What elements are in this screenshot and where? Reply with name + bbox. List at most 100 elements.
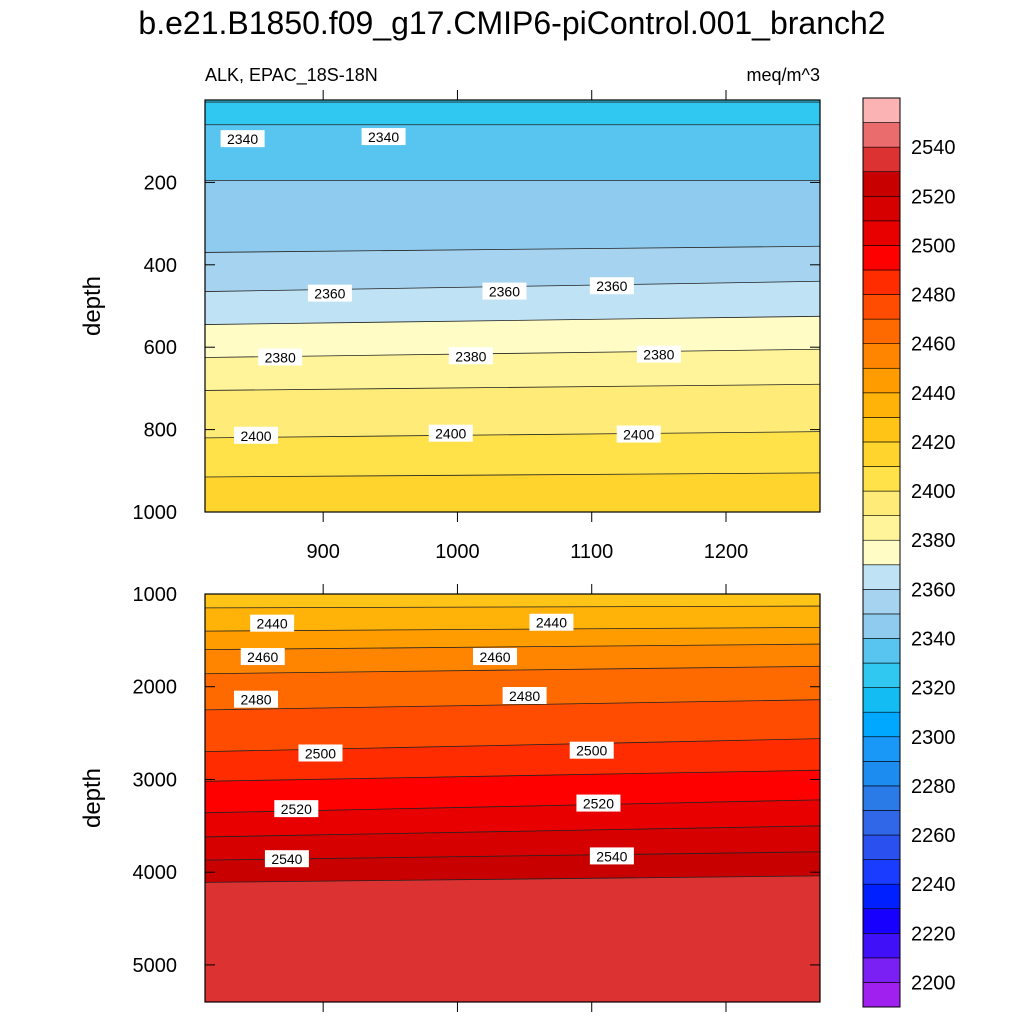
lower-contour-label-box (234, 690, 279, 708)
upper-contour-label: 2380 (265, 350, 296, 366)
lower-contour-label: 2480 (240, 692, 271, 708)
lower-contour-line (205, 643, 820, 651)
colorbar-frame (862, 97, 901, 1008)
colorbar-swatch (862, 810, 901, 836)
colorbar-swatch (862, 957, 901, 983)
lower-contour-label-box (250, 614, 295, 632)
lower-contour-label-box (473, 648, 518, 666)
upper-contour-label: 2340 (227, 131, 258, 147)
upper-y-tick-label: 400 (144, 255, 177, 277)
lower-contour-line (205, 626, 820, 632)
upper-contour-label: 2380 (455, 348, 486, 364)
colorbar-swatch (862, 122, 901, 148)
colorbar-swatch (862, 834, 901, 860)
lower-contour-line (205, 605, 820, 609)
lower-contour-line (205, 769, 820, 782)
lower-contour-line (205, 825, 820, 838)
upper-contour-label-box (361, 128, 406, 146)
upper-contour-label: 2380 (643, 347, 674, 363)
lower-contour-label: 2500 (576, 743, 607, 759)
upper-contour-label-box (258, 348, 303, 366)
colorbar-swatch (862, 294, 901, 320)
upper-fill-group: 2340 2340 2360 2360 2360 2380 2380 2380 2400 2400… (205, 100, 820, 512)
variable-region-label: ALK, EPAC_18S-18N (205, 65, 378, 86)
colorbar-label: 2300 (911, 727, 956, 749)
lower-contour-label-box (529, 613, 574, 631)
upper-contour-label-box (448, 347, 493, 365)
upper-x-tick-label: 1200 (704, 541, 749, 563)
colorbar: 2200 2220 2240 2260 2280 2300 2320 2340 2360 2380… (862, 97, 956, 1008)
colorbar-swatch (862, 589, 901, 615)
colorbar-swatch (862, 539, 901, 566)
colorbar-swatch (862, 613, 901, 639)
upper-contour-label-box (589, 277, 634, 295)
colorbar-swatch (862, 761, 901, 787)
colorbar-swatch (862, 515, 901, 541)
colorbar-label: 2480 (911, 285, 956, 307)
upper-frame (204, 99, 821, 513)
lower-frame (204, 593, 821, 1003)
colorbar-swatch (862, 146, 901, 173)
colorbar-label: 2340 (911, 628, 956, 650)
lower-contour-label: 2540 (596, 848, 627, 864)
upper-contour-line (205, 472, 820, 478)
upper-contour-label-box (616, 425, 661, 443)
colorbar-swatch (862, 564, 901, 590)
upper-contour-label: 2360 (596, 278, 627, 294)
upper-depth-panel: 2340 2340 2360 2360 2360 2380 2380 2380 2400 2400… (79, 90, 821, 563)
colorbar-swatch (862, 908, 901, 934)
lower-contour-label: 2500 (305, 745, 336, 761)
upper-contour-line (205, 245, 820, 253)
colorbar-label: 2500 (911, 235, 956, 257)
upper-contour-label-box (428, 424, 473, 442)
upper-contour-line (205, 431, 820, 439)
lower-y-tick-label: 1000 (133, 584, 178, 606)
upper-contour-band (205, 472, 820, 512)
colorbar-swatch (862, 367, 901, 394)
colorbar-label: 2260 (911, 825, 956, 847)
upper-contour-label: 2400 (435, 426, 466, 442)
colorbar-swatch (862, 932, 901, 959)
colorbar-label: 2440 (911, 383, 956, 405)
upper-contour-label-box (307, 284, 352, 302)
colorbar-swatch (862, 638, 901, 664)
upper-y-axis-label: depth (79, 276, 106, 336)
lower-y-axis-label: depth (79, 768, 106, 828)
colorbar-swatch (862, 195, 901, 222)
chart-title: b.e21.B1850.f09_g17.CMIP6-piControl.001_… (138, 5, 885, 41)
colorbar-swatch (862, 662, 901, 688)
upper-x-tick-label: 1000 (435, 541, 480, 563)
upper-contour-line (205, 348, 820, 358)
colorbar-swatch (862, 392, 901, 418)
lower-contour-label-box (274, 800, 319, 818)
colorbar-swatch (862, 982, 901, 1008)
colorbar-swatch (862, 171, 901, 197)
lower-contour-label: 2460 (247, 649, 278, 665)
colorbar-label: 2520 (911, 186, 956, 208)
lower-contour-label-box (576, 794, 621, 812)
upper-contour-label: 2360 (489, 284, 520, 300)
upper-contour-label: 2360 (314, 286, 345, 302)
lower-fill-group: 2440 2440 2460 2460 2480 2480 2500 2500 2520 2520… (205, 594, 820, 1002)
upper-contour-label-box (234, 426, 279, 444)
upper-contour-label-box (636, 345, 681, 363)
upper-contour-line (205, 315, 820, 325)
upper-y-tick-label: 200 (144, 172, 177, 194)
colorbar-swatch (862, 245, 901, 271)
colorbar-swatch (862, 466, 901, 492)
upper-contour-label-box (220, 130, 265, 148)
lower-contour-label: 2520 (281, 801, 312, 817)
lower-contour-label: 2540 (271, 851, 302, 867)
units-label: meq/m^3 (747, 65, 820, 85)
colorbar-swatch (862, 883, 901, 910)
upper-contour-label: 2400 (623, 427, 654, 443)
upper-y-tick-label: 600 (144, 337, 177, 359)
colorbar-label: 2540 (911, 137, 956, 159)
colorbar-label: 2420 (911, 432, 956, 454)
colorbar-swatch (862, 711, 901, 738)
upper-x-tick-label: 1100 (570, 541, 613, 563)
lower-contour-label: 2440 (257, 616, 288, 632)
colorbar-label: 2320 (911, 678, 956, 700)
colorbar-label: 2200 (911, 972, 956, 994)
